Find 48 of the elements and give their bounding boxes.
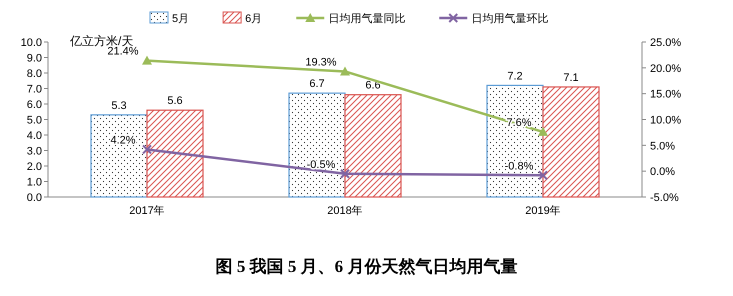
legend-label: 日均用气量同比: [328, 12, 406, 25]
point: [340, 168, 350, 179]
bar: [146, 110, 204, 198]
data-label: 7.1: [563, 72, 579, 84]
y-tick-label: 2.0: [26, 161, 42, 173]
y-tick-label: 7.0: [26, 84, 42, 96]
point: [142, 56, 152, 65]
y-tick-label: 0.0: [26, 192, 42, 204]
point: [142, 144, 152, 154]
data-label: 19.3%: [305, 56, 337, 68]
legend-label: 日均用气量环比: [471, 12, 548, 25]
data-label: 5.6: [167, 95, 183, 108]
y2-tick-label: 0.0%: [650, 166, 676, 178]
x-tick-label: 2017年: [129, 205, 165, 217]
y-tick-label: 6.0: [26, 99, 42, 111]
y2-tick-label: 15.0%: [650, 88, 682, 101]
y2-tick-label: 25.0%: [650, 37, 682, 49]
data-label: -0.8%: [504, 160, 534, 172]
text: 图 5 我国 5 月、6 月份天然气日均用气量: [216, 257, 518, 276]
y-tick-label: 3.0: [26, 146, 42, 158]
y2-tick-label: 5.0%: [650, 140, 676, 152]
y-tick-label: 1.0: [26, 176, 42, 188]
point: [340, 66, 350, 76]
y-tick-label: 8.0: [26, 68, 42, 80]
bar: [344, 94, 402, 198]
point: [538, 126, 548, 136]
y2-tick-label: 20.0%: [650, 62, 682, 75]
data-label: -0.5%: [306, 158, 336, 171]
data-label: 21.4%: [107, 46, 139, 58]
data-label: 5.3: [111, 100, 127, 112]
data-label: 7.2: [507, 70, 523, 82]
legend-label: 5月: [172, 13, 190, 25]
x-tick-label: 2018年: [327, 205, 363, 217]
bar: [288, 92, 346, 198]
y-tick-label: 4.0: [26, 130, 42, 142]
data-label: 4.2%: [110, 134, 136, 146]
y-axis-title: 亿立方米/天: [69, 34, 134, 48]
bar: [90, 114, 148, 198]
point: [538, 170, 548, 180]
y2-tick-label: -5.0%: [650, 192, 679, 204]
y-tick-label: 9.0: [26, 52, 42, 64]
x-tick-label: 2019年: [525, 205, 561, 217]
legend-label: 6月: [245, 13, 262, 25]
bar: [542, 86, 600, 198]
y-tick-label: 10.0: [20, 37, 42, 49]
data-label: 6.7: [309, 78, 325, 90]
y-tick-label: 5.0: [26, 114, 42, 126]
y2-tick-label: 10.0%: [650, 114, 682, 126]
